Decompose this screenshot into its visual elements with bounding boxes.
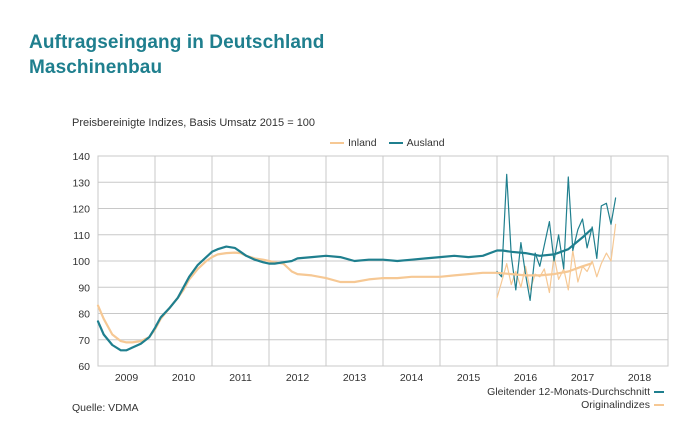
- legend-item-inland: Inland: [330, 137, 377, 149]
- x-tick-label: 2012: [286, 372, 310, 384]
- y-tick-label: 130: [72, 177, 90, 189]
- chart-subtitle: Preisbereinigte Indizes, Basis Umsatz 20…: [72, 117, 316, 129]
- title-line-1: Auftragseingang in Deutschland: [29, 32, 325, 53]
- x-tick-label: 2013: [343, 372, 367, 384]
- series-line-ausland-original: [496, 173, 617, 301]
- y-tick-label: 90: [78, 282, 90, 294]
- legend: Inland Ausland: [330, 137, 451, 149]
- legend-swatch-ausland: [388, 142, 403, 144]
- note-moving-average: Gleitender 12-Monats-Durchschnitt: [487, 386, 664, 398]
- y-tick-label: 120: [72, 204, 90, 216]
- x-tick-label: 2014: [400, 372, 424, 384]
- note-original: Originalindizes: [581, 399, 664, 411]
- legend-item-ausland: Ausland: [388, 137, 445, 149]
- x-tick-label: 2011: [229, 372, 252, 384]
- x-tick-label: 2018: [628, 372, 652, 384]
- y-tick-label: 140: [72, 151, 90, 163]
- x-tick-label: 2010: [172, 372, 196, 384]
- chart-title: Auftragseingang in Deutschland Maschinen…: [29, 30, 324, 80]
- y-tick-label: 60: [78, 361, 90, 373]
- x-tick-label: 2017: [571, 372, 595, 384]
- y-tick-label: 100: [72, 256, 90, 268]
- y-tick-label: 70: [78, 335, 90, 347]
- note-swatch-dark: [654, 391, 664, 394]
- series-line-ausland: [96, 228, 593, 352]
- y-tick-label: 80: [78, 309, 90, 321]
- x-tick-label: 2016: [514, 372, 538, 384]
- legend-swatch-inland: [330, 142, 344, 144]
- legend-label-ausland: Ausland: [406, 137, 445, 149]
- note-original-label: Originalindizes: [581, 399, 650, 411]
- note-swatch-light: [654, 404, 664, 407]
- note-moving-average-label: Gleitender 12-Monats-Durchschnitt: [487, 386, 650, 398]
- series-line-inland: [96, 251, 593, 344]
- source-note: Quelle: VDMA: [72, 402, 139, 414]
- x-tick-label: 2015: [457, 372, 481, 384]
- y-tick-label: 110: [73, 230, 90, 242]
- plot-border: [97, 155, 669, 367]
- x-tick-label: 2009: [115, 372, 139, 384]
- title-line-2: Maschinenbau: [29, 57, 163, 78]
- legend-label-inland: Inland: [348, 137, 377, 149]
